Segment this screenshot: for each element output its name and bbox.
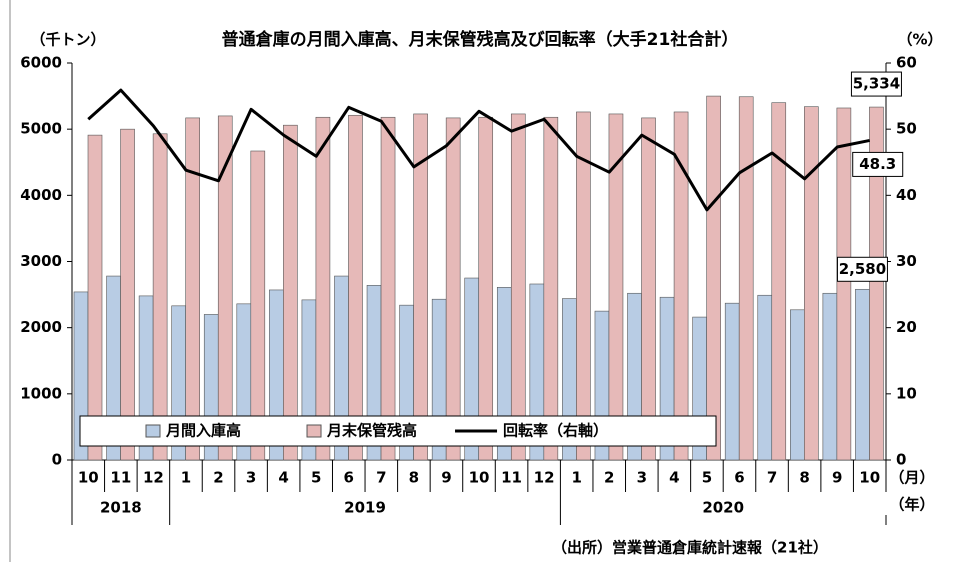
bar bbox=[413, 113, 428, 461]
bar bbox=[822, 292, 838, 461]
x-tick-label: 6 bbox=[344, 469, 354, 487]
x-tick-label: 2 bbox=[213, 469, 223, 487]
x-tick-label: 7 bbox=[767, 469, 777, 487]
x-tick-label: 11 bbox=[110, 469, 131, 487]
y-tick-label: 0 bbox=[52, 451, 62, 469]
y-tick-label: 6000 bbox=[20, 54, 62, 72]
y2-tick-label: 10 bbox=[896, 384, 917, 402]
x2-tick-label: 2019 bbox=[344, 499, 386, 517]
bar bbox=[478, 116, 494, 461]
y-tick-label: 3000 bbox=[20, 252, 62, 270]
bar bbox=[836, 107, 852, 461]
x-tick-label: 5 bbox=[311, 469, 321, 487]
bar bbox=[348, 114, 363, 461]
data-label-box bbox=[836, 256, 888, 282]
legend-label: 回転率（右軸） bbox=[503, 422, 608, 440]
y2-tick-label: 50 bbox=[896, 120, 917, 138]
x-tick-label: 8 bbox=[799, 469, 809, 487]
chart-title: 普通倉庫の月間入庫高、月末保管残高及び回転率（大手21社合計） bbox=[222, 29, 739, 50]
bar bbox=[185, 117, 200, 461]
bar bbox=[217, 115, 233, 461]
x2-axis-label: （年） bbox=[889, 496, 934, 514]
bar bbox=[543, 116, 559, 461]
x-tick-label: 4 bbox=[669, 469, 679, 487]
x-tick-label: 5 bbox=[702, 469, 712, 487]
x-tick-label: 9 bbox=[832, 469, 842, 487]
legend-swatch bbox=[306, 424, 322, 438]
x2-tick-label: 2018 bbox=[100, 499, 142, 517]
y2-tick-label: 0 bbox=[896, 451, 906, 469]
bar bbox=[771, 102, 787, 461]
bar bbox=[380, 116, 396, 461]
source: （出所）営業普通倉庫統計速報（21社） bbox=[552, 539, 828, 557]
x2-tick-label: 2020 bbox=[702, 499, 744, 517]
x-axis-label: （月） bbox=[889, 469, 934, 487]
y-tick-label: 4000 bbox=[20, 186, 62, 204]
bar bbox=[706, 95, 721, 461]
bar bbox=[283, 124, 298, 461]
x-tick-label: 9 bbox=[441, 469, 451, 487]
x-tick-label: 3 bbox=[637, 469, 647, 487]
data-label-box bbox=[850, 71, 902, 97]
data-label: 2,580 bbox=[839, 260, 886, 278]
bar bbox=[608, 113, 624, 461]
bar bbox=[790, 309, 805, 461]
data-label-box bbox=[852, 151, 904, 177]
bar bbox=[724, 302, 740, 461]
bar bbox=[510, 113, 526, 461]
bar bbox=[855, 288, 870, 461]
y-tick-label: 5000 bbox=[20, 120, 62, 138]
bar bbox=[445, 117, 461, 461]
x-tick-label: 4 bbox=[278, 469, 288, 487]
y2-tick-label: 40 bbox=[896, 186, 917, 204]
x-tick-label: 12 bbox=[143, 469, 164, 487]
data-label: 48.3 bbox=[859, 155, 896, 173]
bar bbox=[576, 111, 591, 461]
bar bbox=[641, 117, 656, 461]
y-tick-label: 2000 bbox=[20, 318, 62, 336]
bar bbox=[738, 96, 754, 461]
bar bbox=[804, 106, 819, 461]
x-tick-label: 1 bbox=[571, 469, 581, 487]
legend-box bbox=[79, 415, 717, 447]
x-tick-label: 8 bbox=[409, 469, 419, 487]
y2-axis-label: （%） bbox=[897, 31, 942, 49]
legend-label: 月末保管残高 bbox=[326, 422, 417, 440]
x-tick-label: 10 bbox=[78, 469, 99, 487]
bar bbox=[673, 111, 689, 461]
line bbox=[87, 88, 871, 212]
x-tick-label: 11 bbox=[501, 469, 522, 487]
x-tick-label: 3 bbox=[246, 469, 256, 487]
x-tick-label: 1 bbox=[181, 469, 191, 487]
y2-tick-label: 30 bbox=[896, 252, 917, 270]
bar bbox=[869, 106, 884, 461]
bar bbox=[250, 150, 266, 461]
bar bbox=[757, 294, 773, 461]
y-axis-label: （千トン） bbox=[30, 31, 105, 49]
data-label: 5,334 bbox=[853, 75, 900, 93]
y-tick-label: 1000 bbox=[20, 384, 62, 402]
x-tick-label: 12 bbox=[534, 469, 555, 487]
x-tick-label: 10 bbox=[469, 469, 490, 487]
bar bbox=[120, 128, 135, 461]
bar bbox=[315, 116, 331, 461]
y2-tick-label: 20 bbox=[896, 318, 917, 336]
bar bbox=[87, 134, 103, 461]
bar bbox=[152, 133, 168, 461]
x-tick-label: 7 bbox=[376, 469, 386, 487]
legend-label: 月間入庫高 bbox=[165, 422, 241, 440]
x-tick-label: 6 bbox=[734, 469, 744, 487]
y2-tick-label: 60 bbox=[896, 54, 917, 72]
x-tick-label: 2 bbox=[604, 469, 614, 487]
legend-swatch bbox=[145, 424, 161, 438]
x-tick-label: 10 bbox=[859, 469, 880, 487]
